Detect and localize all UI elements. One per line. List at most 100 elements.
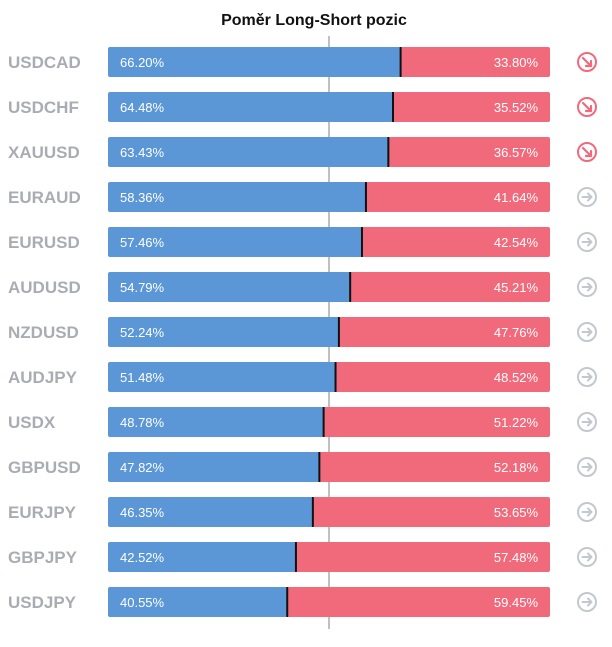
- pair-label: EURUSD: [8, 233, 80, 252]
- short-bar[interactable]: [361, 227, 550, 257]
- long-bar[interactable]: [108, 137, 389, 167]
- pair-label: NZDUSD: [8, 323, 79, 342]
- long-bar[interactable]: [108, 92, 394, 122]
- long-bar[interactable]: [108, 317, 339, 347]
- bar-divider: [286, 587, 289, 617]
- arrow-glyph: [581, 417, 593, 427]
- icon-ring: [577, 97, 597, 117]
- bar-divider: [322, 407, 325, 437]
- pair-label: USDJPY: [8, 593, 77, 612]
- short-percent-label: 47.76%: [494, 325, 539, 340]
- pair-row: NZDUSD 52.24% 47.76%: [8, 317, 597, 347]
- arrow-down-right-icon[interactable]: [577, 97, 597, 117]
- arrow-down-right-icon[interactable]: [577, 142, 597, 162]
- pair-label: AUDJPY: [8, 368, 78, 387]
- long-bar[interactable]: [108, 407, 324, 437]
- icon-ring: [577, 142, 597, 162]
- long-bar[interactable]: [108, 362, 336, 392]
- short-bar[interactable]: [393, 92, 550, 122]
- long-percent-label: 51.48%: [120, 370, 165, 385]
- arrow-glyph: [581, 462, 593, 472]
- long-percent-label: 42.52%: [120, 550, 165, 565]
- short-bar[interactable]: [287, 587, 550, 617]
- long-percent-label: 64.48%: [120, 100, 165, 115]
- pair-row: GBPUSD 47.82% 52.18%: [8, 452, 597, 482]
- short-percent-label: 36.57%: [494, 145, 539, 160]
- long-percent-label: 57.46%: [120, 235, 165, 250]
- arrow-right-icon[interactable]: [577, 412, 597, 432]
- arrow-glyph: [581, 146, 593, 158]
- arrow-right-icon[interactable]: [577, 187, 597, 207]
- arrow-right-icon[interactable]: [577, 457, 597, 477]
- short-percent-label: 48.52%: [494, 370, 539, 385]
- long-bar[interactable]: [108, 227, 362, 257]
- short-percent-label: 59.45%: [494, 595, 539, 610]
- long-percent-label: 66.20%: [120, 55, 165, 70]
- bar-divider: [387, 137, 390, 167]
- pair-row: USDJPY 40.55% 59.45%: [8, 587, 597, 617]
- short-percent-label: 35.52%: [494, 100, 539, 115]
- icon-ring: [577, 412, 597, 432]
- short-bar[interactable]: [319, 452, 550, 482]
- short-percent-label: 53.65%: [494, 505, 539, 520]
- short-bar[interactable]: [295, 542, 550, 572]
- arrow-down-right-icon[interactable]: [577, 52, 597, 72]
- long-bar[interactable]: [108, 47, 401, 77]
- long-bar[interactable]: [108, 497, 313, 527]
- arrow-right-icon[interactable]: [577, 502, 597, 522]
- arrow-right-icon[interactable]: [577, 547, 597, 567]
- pair-row: AUDUSD 54.79% 45.21%: [8, 272, 597, 302]
- long-percent-label: 54.79%: [120, 280, 165, 295]
- bar-divider: [364, 182, 367, 212]
- long-percent-label: 47.82%: [120, 460, 165, 475]
- chart-title: Poměr Long-Short pozic: [221, 12, 407, 29]
- bar-divider: [294, 542, 297, 572]
- icon-ring: [577, 322, 597, 342]
- arrow-right-icon[interactable]: [577, 232, 597, 252]
- short-bar[interactable]: [400, 47, 550, 77]
- short-bar[interactable]: [350, 272, 550, 302]
- short-bar[interactable]: [335, 362, 550, 392]
- arrow-glyph: [581, 372, 593, 382]
- arrow-right-icon[interactable]: [577, 592, 597, 612]
- short-bar[interactable]: [388, 137, 550, 167]
- pair-label: USDCHF: [8, 98, 79, 117]
- icon-ring: [577, 187, 597, 207]
- long-bar[interactable]: [108, 542, 296, 572]
- short-percent-label: 45.21%: [494, 280, 539, 295]
- arrow-right-icon[interactable]: [577, 277, 597, 297]
- long-bar[interactable]: [108, 182, 366, 212]
- short-percent-label: 41.64%: [494, 190, 539, 205]
- icon-ring: [577, 232, 597, 252]
- pair-label: AUDUSD: [8, 278, 81, 297]
- pair-label: GBPUSD: [8, 458, 81, 477]
- pair-row: EURJPY 46.35% 53.65%: [8, 497, 597, 527]
- short-bar[interactable]: [365, 182, 550, 212]
- icon-ring: [577, 277, 597, 297]
- bar-divider: [399, 47, 402, 77]
- arrow-glyph: [581, 237, 593, 247]
- arrow-right-icon[interactable]: [577, 322, 597, 342]
- icon-ring: [577, 367, 597, 387]
- arrow-glyph: [581, 192, 593, 202]
- short-bar[interactable]: [323, 407, 550, 437]
- arrow-glyph: [581, 507, 593, 517]
- arrow-right-icon[interactable]: [577, 367, 597, 387]
- long-bar[interactable]: [108, 272, 351, 302]
- pair-row: USDX 48.78% 51.22%: [8, 407, 597, 437]
- long-bar[interactable]: [108, 587, 288, 617]
- long-percent-label: 52.24%: [120, 325, 165, 340]
- bar-divider: [311, 497, 314, 527]
- pair-label: XAUUSD: [8, 143, 80, 162]
- short-percent-label: 33.80%: [494, 55, 539, 70]
- arrow-glyph: [581, 552, 593, 562]
- icon-ring: [577, 457, 597, 477]
- short-percent-label: 57.48%: [494, 550, 539, 565]
- pair-row: XAUUSD 63.43% 36.57%: [8, 137, 597, 167]
- bar-divider: [337, 317, 340, 347]
- short-bar[interactable]: [312, 497, 550, 527]
- long-bar[interactable]: [108, 452, 320, 482]
- short-bar[interactable]: [338, 317, 550, 347]
- short-percent-label: 52.18%: [494, 460, 539, 475]
